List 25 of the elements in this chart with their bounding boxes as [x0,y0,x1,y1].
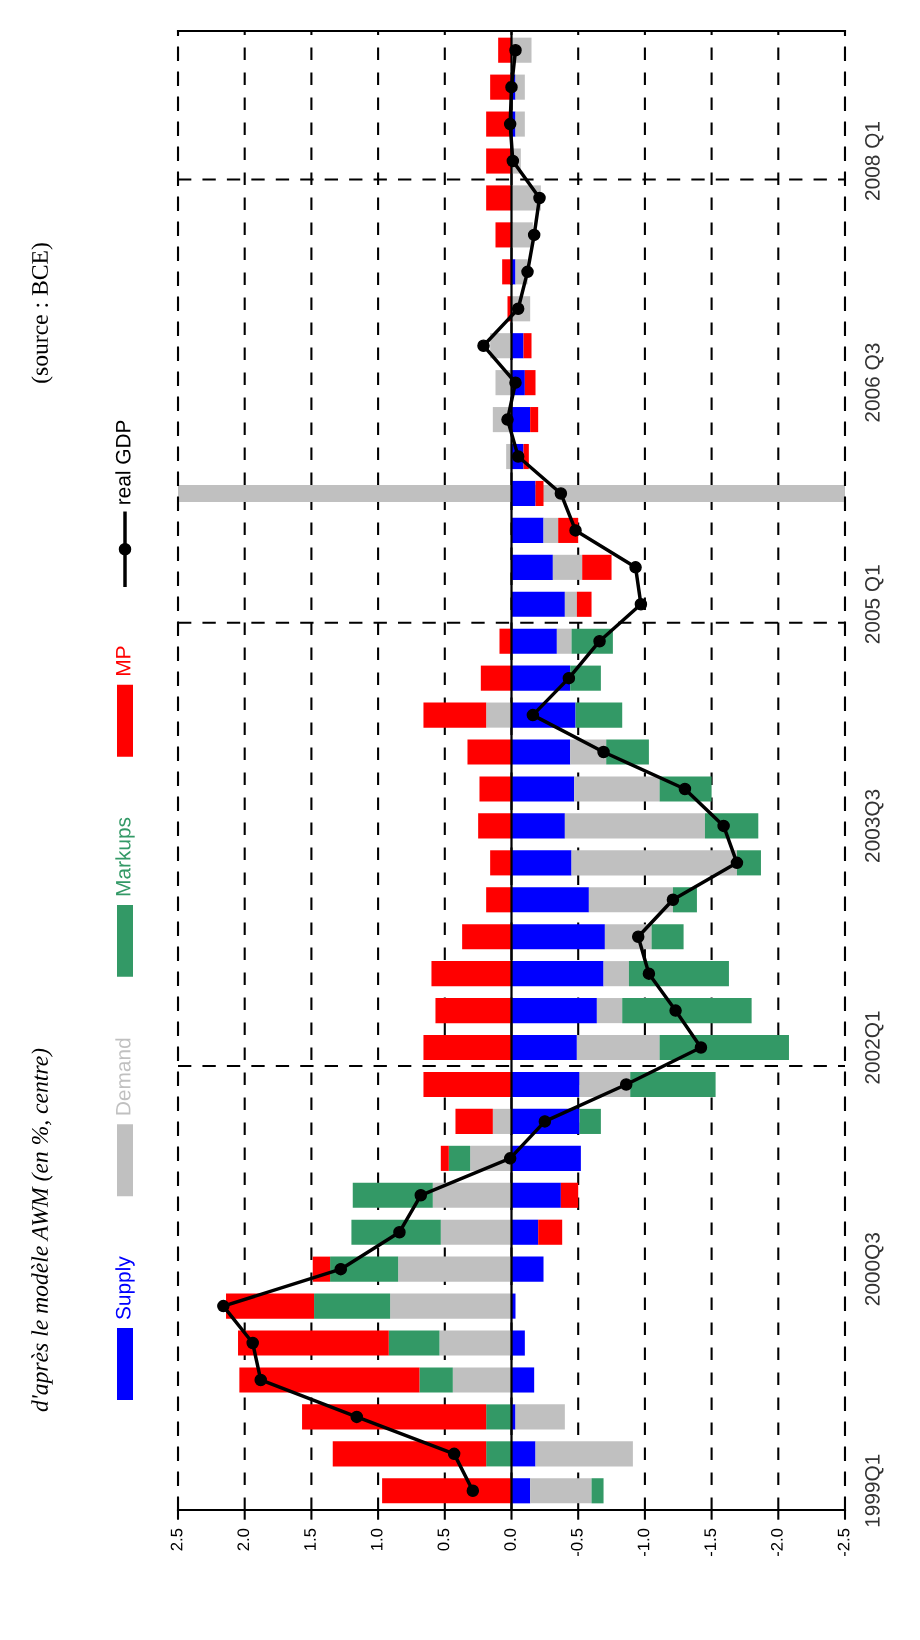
x-tick-label: 0.5 [437,1528,450,1551]
y-tick-label: 2003Q3 [864,789,884,862]
y-tick-label: 2000Q3 [864,1233,884,1306]
x-tick-label: -2.5 [837,1528,850,1557]
text: real GDP [115,420,131,504]
x-tick-label: 0.0 [504,1528,516,1551]
x-tick-label: 1.0 [370,1528,383,1550]
y-tick-label: 2002Q1 [864,1011,884,1084]
text: Demand [115,1038,131,1115]
text: Supply [115,1256,135,1320]
text: (source : BCE) [31,243,53,383]
x-tick-label: 2.5 [170,1528,183,1551]
x-tick-label: -1.0 [637,1528,650,1557]
text: Markups [115,817,135,896]
x-tick-label: -2.0 [770,1528,783,1557]
y-tick-label: 2006 Q3 [864,343,884,422]
x-tick-label: -0.5 [570,1528,583,1557]
x-tick-label: 2.0 [237,1528,250,1551]
x-tick-label: -1.5 [704,1528,717,1557]
text: MP [116,646,131,676]
y-tick-label: 2005 Q1 [864,565,884,644]
y-tick-label: 1999Q1 [864,1454,884,1527]
x-tick-label: 1.5 [304,1528,316,1550]
text: d'après le modèle AWM (en %, centre) [31,1048,53,1412]
y-tick-label: 2008 Q1 [864,122,884,200]
